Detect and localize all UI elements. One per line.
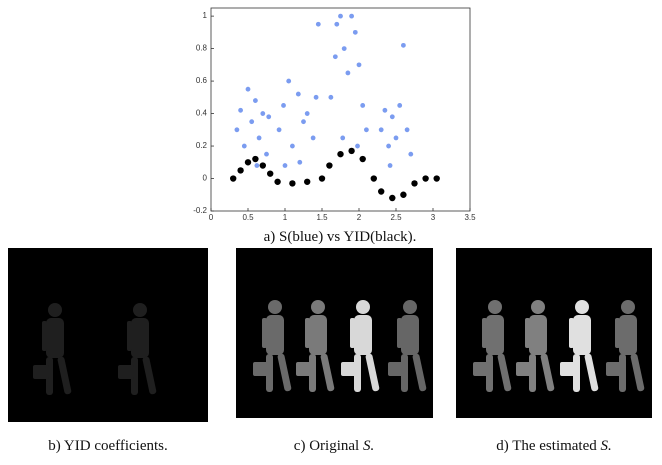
- point: [242, 144, 247, 149]
- point: [364, 127, 369, 132]
- point: [400, 192, 406, 198]
- point: [390, 114, 395, 119]
- point: [238, 108, 243, 113]
- point: [379, 127, 384, 132]
- point: [289, 180, 295, 186]
- point: [305, 111, 310, 116]
- point: [264, 152, 269, 157]
- caption: c) Original S.: [294, 438, 374, 454]
- point: [360, 103, 365, 108]
- point: [386, 144, 391, 149]
- caption-emphasis: S.: [363, 438, 374, 454]
- y-tick-label: 0: [203, 174, 208, 183]
- point: [338, 14, 343, 19]
- point: [252, 156, 258, 162]
- point: [230, 175, 236, 181]
- point: [326, 162, 332, 168]
- point: [254, 163, 259, 168]
- caption: d) The estimated S.: [496, 438, 612, 454]
- x-tick-label: 1.5: [316, 213, 328, 222]
- point: [235, 127, 240, 132]
- x-tick-label: 2: [357, 213, 362, 222]
- x-tick-label: 0: [209, 213, 214, 222]
- caption: a) S(blue) vs YID(black).: [264, 229, 417, 245]
- point: [342, 46, 347, 51]
- point: [405, 127, 410, 132]
- point: [348, 148, 354, 154]
- point: [360, 156, 366, 162]
- point: [388, 163, 393, 168]
- point: [333, 54, 338, 59]
- x-tick-label: 3.5: [464, 213, 476, 222]
- point: [337, 151, 343, 157]
- point: [328, 95, 333, 100]
- point: [371, 175, 377, 181]
- point: [408, 152, 413, 157]
- caption-text: b) YID coefficients.: [48, 438, 168, 454]
- point: [422, 175, 428, 181]
- x-tick-label: 0.5: [242, 213, 254, 222]
- y-tick-label: 0.8: [196, 44, 208, 53]
- x-tick-label: 2.5: [390, 213, 402, 222]
- point: [355, 144, 360, 149]
- point: [311, 136, 316, 141]
- x-tick-label: 1: [283, 213, 288, 222]
- point: [314, 95, 319, 100]
- point: [283, 163, 288, 168]
- point: [245, 159, 251, 165]
- point: [237, 167, 243, 173]
- point: [389, 195, 395, 201]
- caption-emphasis: S.: [601, 438, 612, 454]
- point: [378, 188, 384, 194]
- caption: b) YID coefficients.: [48, 438, 168, 454]
- point: [394, 136, 399, 141]
- point: [246, 87, 251, 92]
- point: [260, 111, 265, 116]
- point: [286, 79, 291, 84]
- caption-text: c) Original: [294, 438, 359, 454]
- point: [253, 98, 258, 103]
- point: [301, 119, 306, 124]
- point: [249, 119, 254, 124]
- point: [257, 136, 262, 141]
- point: [383, 108, 388, 113]
- point: [281, 103, 286, 108]
- point: [297, 160, 302, 165]
- y-tick-label: 0.6: [196, 76, 208, 85]
- y-tick-label: 1: [203, 11, 208, 20]
- point: [353, 30, 358, 35]
- point: [434, 175, 440, 181]
- plot-frame: [211, 8, 470, 211]
- y-tick-label: -0.2: [193, 206, 207, 215]
- point: [411, 180, 417, 186]
- point: [397, 103, 402, 108]
- point: [290, 144, 295, 149]
- point: [304, 179, 310, 185]
- point: [267, 170, 273, 176]
- figure: 00.511.522.533.5-0.200.20.40.60.81 a) S(…: [0, 0, 662, 465]
- image: [8, 248, 208, 422]
- point: [346, 71, 351, 76]
- point: [316, 22, 321, 27]
- y-tick-label: 0.2: [196, 141, 208, 150]
- point: [260, 162, 266, 168]
- x-tick-label: 3: [431, 213, 436, 222]
- point: [401, 43, 406, 48]
- point: [277, 127, 282, 132]
- y-tick-label: 0.4: [196, 109, 208, 118]
- caption-text: d) The estimated: [496, 438, 597, 454]
- point: [319, 175, 325, 181]
- point: [266, 114, 271, 119]
- point: [296, 92, 301, 97]
- point: [274, 179, 280, 185]
- point: [340, 136, 345, 141]
- point: [334, 22, 339, 27]
- point: [357, 62, 362, 67]
- point: [349, 14, 354, 19]
